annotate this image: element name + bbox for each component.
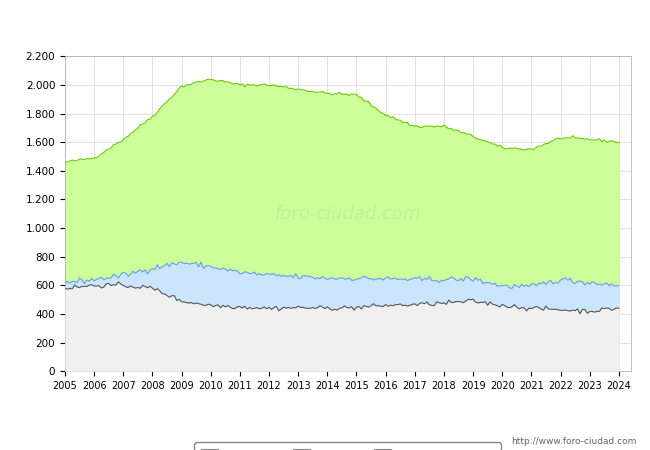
Text: Zurgena - Evolucion de la poblacion en edad de Trabajar Mayo de 2024: Zurgena - Evolucion de la poblacion en e… [76, 17, 574, 30]
Legend: Ocupados, Parados, Hab. entre 16-64: Ocupados, Parados, Hab. entre 16-64 [194, 442, 501, 450]
Text: http://www.foro-ciudad.com: http://www.foro-ciudad.com [512, 436, 637, 446]
Text: foro-ciudad.com: foro-ciudad.com [274, 205, 421, 223]
